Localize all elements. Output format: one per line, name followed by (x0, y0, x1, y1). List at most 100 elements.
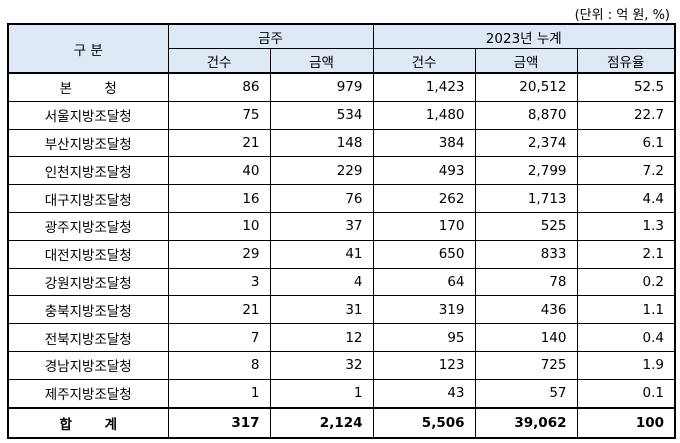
share: 1.9 (576, 350, 676, 380)
row-label: 인천지방조달청 (7, 156, 169, 186)
row-label: 광주지방조달청 (7, 211, 169, 241)
cum-amount: 78 (474, 267, 578, 297)
table-row: 인천지방조달청 40 229 493 2,799 7.2 (7, 156, 676, 186)
cum-count: 95 (372, 323, 476, 352)
table-row: 제주지방조달청 1 1 43 57 0.1 (7, 378, 676, 409)
total-cum-amount: 39,062 (474, 407, 578, 439)
week-count: 8 (167, 350, 271, 380)
cum-count: 384 (372, 128, 476, 158)
share: 0.1 (576, 378, 676, 409)
header-cumulative-group: 2023년 누계 (372, 23, 676, 49)
row-label: 경남지방조달청 (7, 350, 169, 380)
table-row: 서울지방조달청 75 534 1,480 8,870 22.7 (7, 100, 676, 130)
week-amount: 31 (269, 295, 374, 325)
table-row: 본 청 86 979 1,423 20,512 52.5 (7, 72, 676, 102)
total-week-count: 317 (167, 407, 271, 439)
header-week-amount: 금액 (269, 48, 374, 74)
total-week-amount: 2,124 (269, 407, 374, 439)
total-label: 합 계 (7, 407, 169, 439)
week-count: 3 (167, 267, 271, 297)
week-count: 1 (167, 378, 271, 409)
cum-amount: 140 (474, 323, 578, 352)
week-amount: 76 (269, 184, 374, 213)
total-cum-count: 5,506 (372, 407, 476, 439)
week-amount: 229 (269, 156, 374, 186)
row-label: 부산지방조달청 (7, 128, 169, 158)
cum-amount: 1,713 (474, 184, 578, 213)
week-count: 75 (167, 100, 271, 130)
table-row: 부산지방조달청 21 148 384 2,374 6.1 (7, 128, 676, 158)
table-row: 광주지방조달청 10 37 170 525 1.3 (7, 211, 676, 241)
row-label: 강원지방조달청 (7, 267, 169, 297)
week-count: 7 (167, 323, 271, 352)
week-amount: 534 (269, 100, 374, 130)
header-week-count: 건수 (167, 48, 271, 74)
share: 1.3 (576, 211, 676, 241)
total-row: 합 계 317 2,124 5,506 39,062 100 (7, 407, 676, 439)
week-count: 16 (167, 184, 271, 213)
cum-amount: 8,870 (474, 100, 578, 130)
cum-count: 650 (372, 239, 476, 269)
week-count: 10 (167, 211, 271, 241)
cum-count: 123 (372, 350, 476, 380)
week-amount: 4 (269, 267, 374, 297)
cum-amount: 525 (474, 211, 578, 241)
week-count: 86 (167, 72, 271, 102)
table-row: 대전지방조달청 29 41 650 833 2.1 (7, 239, 676, 269)
share: 2.1 (576, 239, 676, 269)
table-row: 충북지방조달청 21 31 319 436 1.1 (7, 295, 676, 325)
row-label: 제주지방조달청 (7, 378, 169, 409)
share: 6.1 (576, 128, 676, 158)
week-count: 21 (167, 295, 271, 325)
cum-amount: 2,374 (474, 128, 578, 158)
unit-note: (단위 : 억 원, %) (574, 8, 670, 23)
row-label: 충북지방조달청 (7, 295, 169, 325)
cum-count: 43 (372, 378, 476, 409)
row-label: 서울지방조달청 (7, 100, 169, 130)
share: 1.1 (576, 295, 676, 325)
week-amount: 37 (269, 211, 374, 241)
week-count: 29 (167, 239, 271, 269)
week-amount: 12 (269, 323, 374, 352)
cum-count: 1,480 (372, 100, 476, 130)
cum-count: 170 (372, 211, 476, 241)
cum-count: 262 (372, 184, 476, 213)
share: 0.4 (576, 323, 676, 352)
share: 0.2 (576, 267, 676, 297)
week-amount: 41 (269, 239, 374, 269)
week-amount: 979 (269, 72, 374, 102)
row-label: 대구지방조달청 (7, 184, 169, 213)
cum-amount: 436 (474, 295, 578, 325)
header-category: 구 분 (7, 23, 169, 74)
week-count: 40 (167, 156, 271, 186)
total-share: 100 (576, 407, 676, 439)
week-amount: 1 (269, 378, 374, 409)
header-week-group: 금주 (167, 23, 374, 49)
header-cum-amount: 금액 (474, 48, 578, 74)
table-row: 대구지방조달청 16 76 262 1,713 4.4 (7, 184, 676, 213)
cum-amount: 20,512 (474, 72, 578, 102)
table-row: 경남지방조달청 8 32 123 725 1.9 (7, 350, 676, 380)
cum-count: 319 (372, 295, 476, 325)
share: 7.2 (576, 156, 676, 186)
cum-amount: 725 (474, 350, 578, 380)
cum-count: 64 (372, 267, 476, 297)
week-count: 21 (167, 128, 271, 158)
header-cum-count: 건수 (372, 48, 476, 74)
table-row: 전북지방조달청 7 12 95 140 0.4 (7, 323, 676, 352)
header-share: 점유율 (576, 48, 676, 74)
row-label: 본 청 (7, 72, 169, 102)
cum-amount: 57 (474, 378, 578, 409)
row-label: 전북지방조달청 (7, 323, 169, 352)
cum-count: 493 (372, 156, 476, 186)
share: 52.5 (576, 72, 676, 102)
week-amount: 32 (269, 350, 374, 380)
share: 4.4 (576, 184, 676, 213)
week-amount: 148 (269, 128, 374, 158)
cum-count: 1,423 (372, 72, 476, 102)
procurement-table: 구 분 금주 2023년 누계 건수 금액 건수 금액 점유율 본 청 86 979… (7, 23, 677, 439)
table-row: 강원지방조달청 3 4 64 78 0.2 (7, 267, 676, 297)
row-label: 대전지방조달청 (7, 239, 169, 269)
cum-amount: 833 (474, 239, 578, 269)
cum-amount: 2,799 (474, 156, 578, 186)
